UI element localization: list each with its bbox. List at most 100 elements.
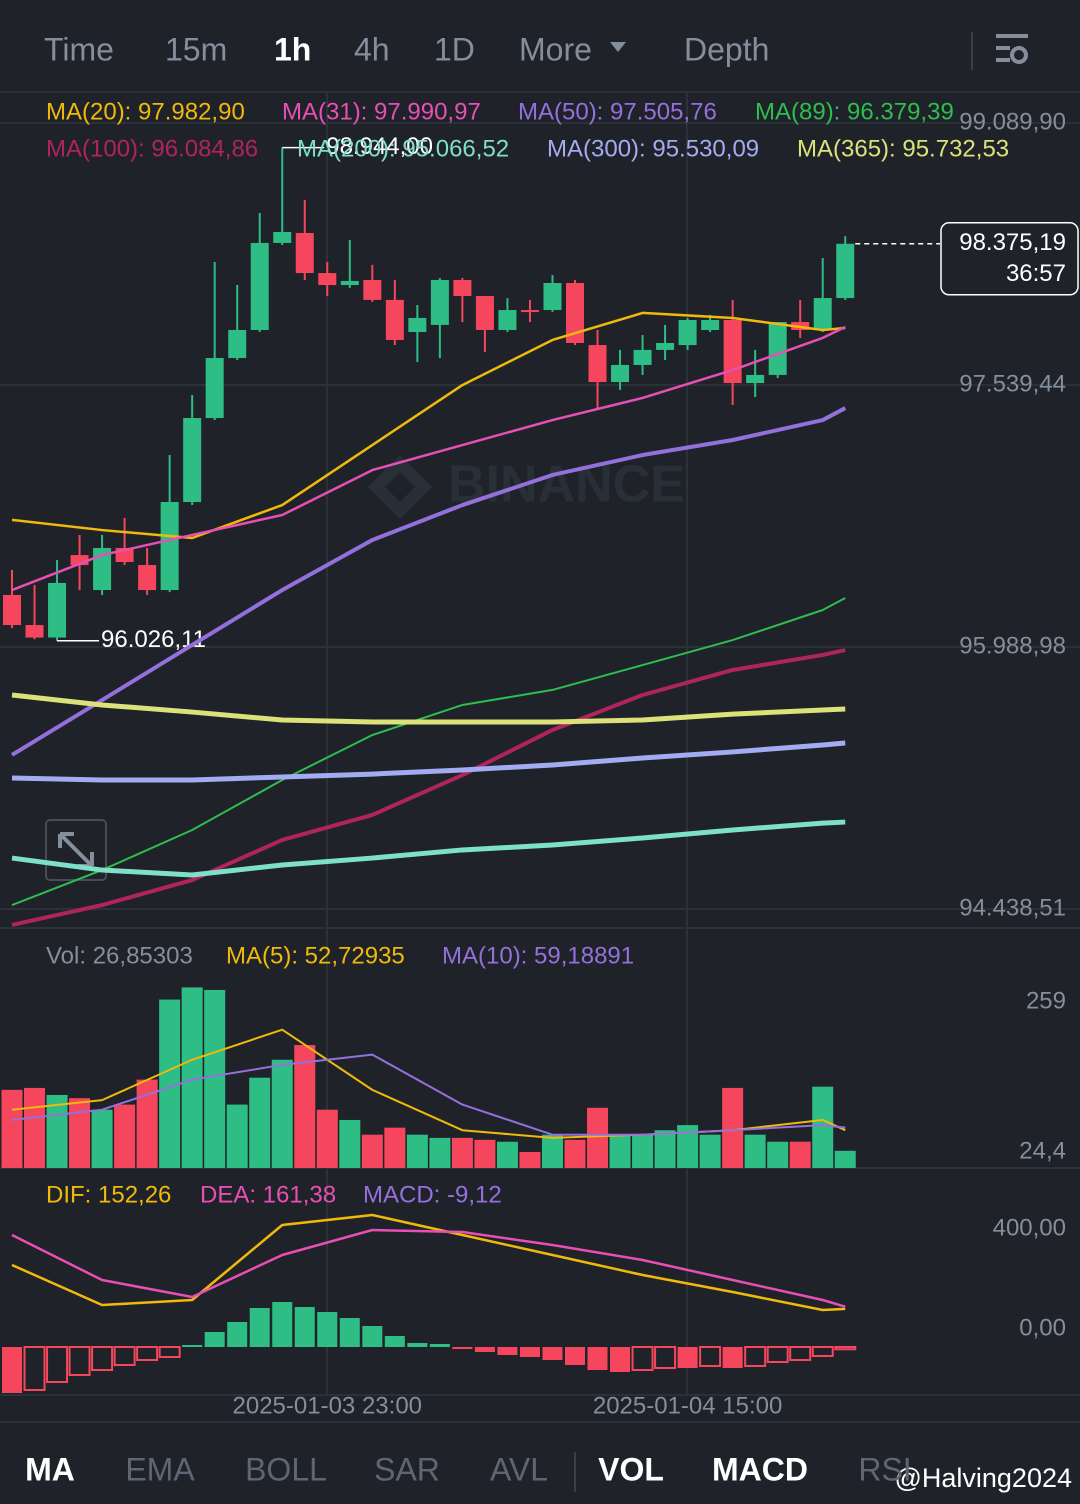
bar — [610, 1347, 631, 1372]
ma-line — [11, 1028, 846, 1139]
toolbar-tab[interactable]: Time — [44, 31, 114, 67]
candle-body — [3, 594, 21, 626]
candle-body — [318, 273, 337, 286]
legend-entry: DIF: 152,26 — [46, 1181, 171, 1208]
bar — [654, 1346, 677, 1369]
bar — [699, 1346, 722, 1367]
indicator-tab[interactable]: VOL — [598, 1451, 664, 1487]
bar — [317, 1312, 338, 1347]
candle-body — [633, 349, 652, 365]
toolbar-tab[interactable]: 1D — [434, 31, 475, 67]
bar — [339, 1119, 361, 1168]
settings-icon[interactable] — [996, 34, 1028, 64]
candle-body — [678, 320, 697, 346]
candle-body — [385, 299, 404, 340]
bar — [789, 1141, 811, 1168]
toolbar-tab[interactable]: 4h — [354, 31, 390, 67]
bar — [46, 1346, 69, 1383]
bar — [113, 1346, 136, 1366]
bar — [496, 1141, 518, 1168]
bar — [587, 1347, 608, 1370]
bar — [677, 1347, 698, 1368]
toolbar-tab[interactable]: Depth — [684, 31, 769, 67]
bar — [407, 1343, 428, 1347]
indicator-tab[interactable]: MA — [25, 1451, 75, 1487]
bar — [766, 1346, 789, 1363]
bar — [609, 1134, 631, 1168]
candle-body — [228, 329, 247, 359]
candle-body — [363, 279, 382, 300]
watermark-text: BINANCE — [448, 456, 685, 514]
toolbar-tab[interactable]: 15m — [165, 31, 227, 67]
bar — [136, 1079, 158, 1168]
legend-entry: MA(50): 97.505,76 — [518, 98, 717, 125]
dropdown-arrow — [610, 42, 626, 52]
ma-line — [10, 406, 847, 757]
bar — [519, 1347, 540, 1357]
bar — [68, 1346, 91, 1376]
bar — [339, 1318, 360, 1347]
indicator-tab[interactable]: RSI — [858, 1451, 911, 1487]
candle-body — [93, 547, 112, 591]
y-tick-label: 97.539,44 — [959, 370, 1066, 397]
bar — [497, 1347, 518, 1355]
watermark: BINANCE — [368, 455, 685, 519]
candle-body — [295, 232, 314, 274]
candle-body — [543, 283, 562, 311]
y-tick-label: 24,4 — [1019, 1138, 1066, 1165]
indicator-tab[interactable]: SAR — [374, 1451, 440, 1487]
candle-body — [138, 565, 157, 591]
x-tick-label: 2025-01-04 15:00 — [593, 1392, 783, 1419]
y-tick-label: 95.988,98 — [959, 632, 1066, 659]
bar — [406, 1134, 428, 1168]
candle-body — [813, 298, 832, 330]
candle-body — [588, 345, 607, 383]
bar — [271, 1059, 293, 1168]
bar — [249, 1308, 270, 1347]
candle-body — [453, 279, 472, 297]
bar — [204, 1332, 225, 1347]
ma-line — [11, 819, 846, 878]
bar — [587, 1107, 609, 1168]
bar — [722, 1087, 744, 1168]
bar — [136, 1346, 159, 1361]
bar — [114, 1104, 136, 1168]
candle-body — [430, 279, 449, 325]
indicator-tab[interactable]: MACD — [712, 1451, 808, 1487]
y-tick-label: 99.089,90 — [959, 108, 1066, 135]
candle-body — [768, 322, 787, 375]
candle-body — [723, 320, 742, 384]
indicator-tab[interactable]: AVL — [490, 1451, 548, 1487]
last-price: 98.375,19 — [959, 229, 1066, 256]
bar — [2, 1347, 22, 1393]
bar — [699, 1134, 721, 1168]
bar — [316, 1109, 338, 1168]
bar — [767, 1141, 789, 1168]
bar — [834, 1150, 856, 1168]
legend-entry: MA(31): 97.990,97 — [282, 98, 481, 125]
bar — [384, 1336, 405, 1347]
min-label: 96.026,11 — [101, 626, 206, 653]
indicator-tab[interactable]: BOLL — [245, 1451, 327, 1487]
legend-entry: MA(20): 97.982,90 — [46, 98, 245, 125]
toolbar-tab[interactable]: 1h — [274, 31, 311, 67]
bar — [69, 1098, 91, 1168]
indicator-tab[interactable]: EMA — [125, 1451, 195, 1487]
y-tick-label: 94.438,51 — [959, 894, 1066, 921]
bar — [677, 1125, 699, 1168]
bar — [631, 1346, 654, 1371]
ma-line — [11, 692, 846, 725]
candle-body — [70, 555, 89, 566]
bar — [181, 987, 203, 1168]
candle-body — [340, 280, 359, 286]
bar — [227, 1322, 248, 1347]
ma-line — [11, 648, 846, 927]
candle-body — [183, 418, 202, 503]
toolbar-tab[interactable]: More — [519, 31, 592, 67]
candle-body — [408, 317, 427, 333]
bar — [451, 1137, 473, 1168]
candle-body — [48, 582, 67, 638]
bar — [474, 1347, 495, 1352]
credit: @Halving2024 — [894, 1463, 1072, 1493]
